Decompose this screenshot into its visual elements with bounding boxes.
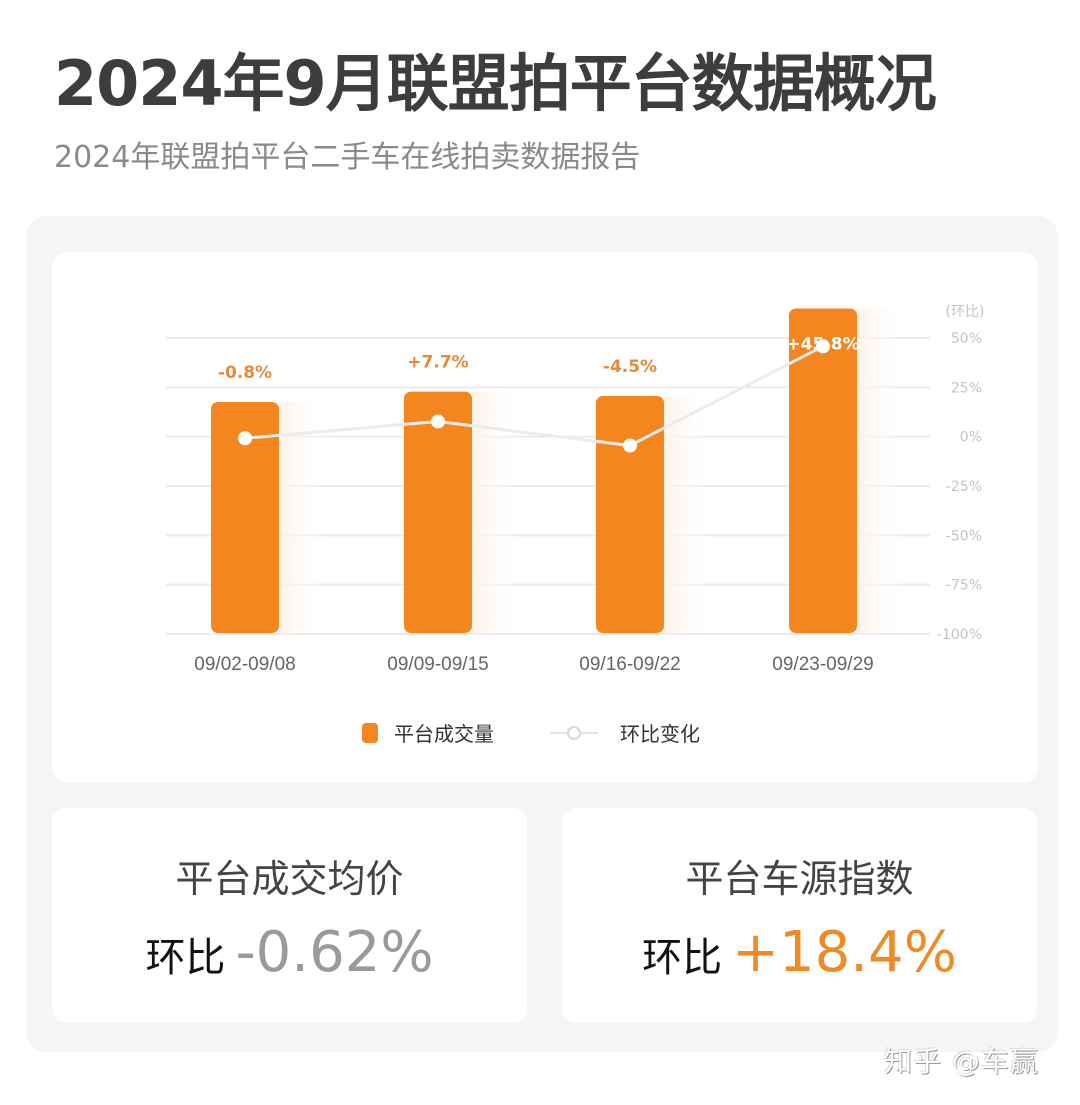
- data-label: +7.7%: [407, 353, 468, 373]
- right-axis: (环比) 50% 25% 0% -25% -50% -75% -100%: [937, 304, 985, 643]
- supply-index-card: 平台车源指数 环比 +18.4%: [562, 808, 1037, 1023]
- bar-legend-label: 平台成交量: [394, 722, 494, 746]
- bar: [789, 308, 857, 633]
- data-label: -4.5%: [603, 357, 657, 377]
- avg-price-value: -0.62%: [235, 920, 434, 985]
- svg-text:-25%: -25%: [946, 479, 982, 495]
- page-subtitle: 2024年联盟拍平台二手车在线拍卖数据报告: [54, 140, 641, 175]
- avg-price-card: 平台成交均价 环比 -0.62%: [52, 808, 527, 1023]
- data-label: -0.8%: [218, 363, 272, 383]
- line-legend-swatch: [550, 723, 598, 743]
- bar: [596, 395, 664, 633]
- page-title: 2024年9月联盟拍平台数据概况: [54, 47, 937, 120]
- svg-text:-50%: -50%: [946, 528, 982, 544]
- line-legend-label: 环比变化: [620, 722, 700, 746]
- mom-line: [238, 339, 830, 453]
- svg-text:-100%: -100%: [937, 627, 982, 643]
- svg-text:(环比): (环比): [946, 304, 985, 320]
- line-point: [238, 431, 252, 446]
- x-axis-label: 09/23-09/29: [772, 654, 873, 675]
- x-axis-label: 09/16-09/22: [579, 654, 680, 675]
- supply-index-title: 平台车源指数: [685, 857, 914, 901]
- data-label: +45.8%: [786, 334, 859, 354]
- chart-legend: 平台成交量 环比变化: [362, 718, 700, 747]
- chart-card: -0.8% +7.7% -4.5% +45.8% (环比) 50% 25% 0% -25% -5…: [52, 252, 1038, 783]
- avg-price-prefix: 环比: [145, 935, 226, 981]
- x-axis-labels: 09/02-09/08 09/09-09/15 09/16-09/22 09/23-0…: [194, 654, 873, 675]
- bars: [211, 308, 857, 633]
- line-point: [816, 339, 830, 354]
- svg-text:-75%: -75%: [946, 578, 982, 594]
- watermark: 知乎 @车赢: [884, 1045, 1039, 1078]
- bar: [404, 391, 472, 633]
- combo-chart: -0.8% +7.7% -4.5% +45.8% (环比) 50% 25% 0% -25% -5…: [166, 304, 985, 675]
- bar-glows: [279, 308, 905, 633]
- data-labels: -0.8% +7.7% -4.5% +45.8%: [218, 334, 860, 383]
- avg-price-title: 平台成交均价: [175, 857, 404, 901]
- line-point: [431, 414, 445, 429]
- supply-index-value: +18.4%: [732, 920, 957, 985]
- bar: [211, 402, 279, 633]
- x-axis-label: 09/02-09/08: [194, 654, 295, 675]
- svg-text:0%: 0%: [960, 430, 982, 446]
- bar-legend-swatch: [362, 722, 378, 743]
- line-point: [623, 438, 637, 453]
- svg-text:50%: 50%: [951, 331, 982, 347]
- supply-index-prefix: 环比: [642, 935, 723, 981]
- svg-text:25%: 25%: [951, 380, 982, 396]
- x-axis-label: 09/09-09/15: [387, 654, 488, 675]
